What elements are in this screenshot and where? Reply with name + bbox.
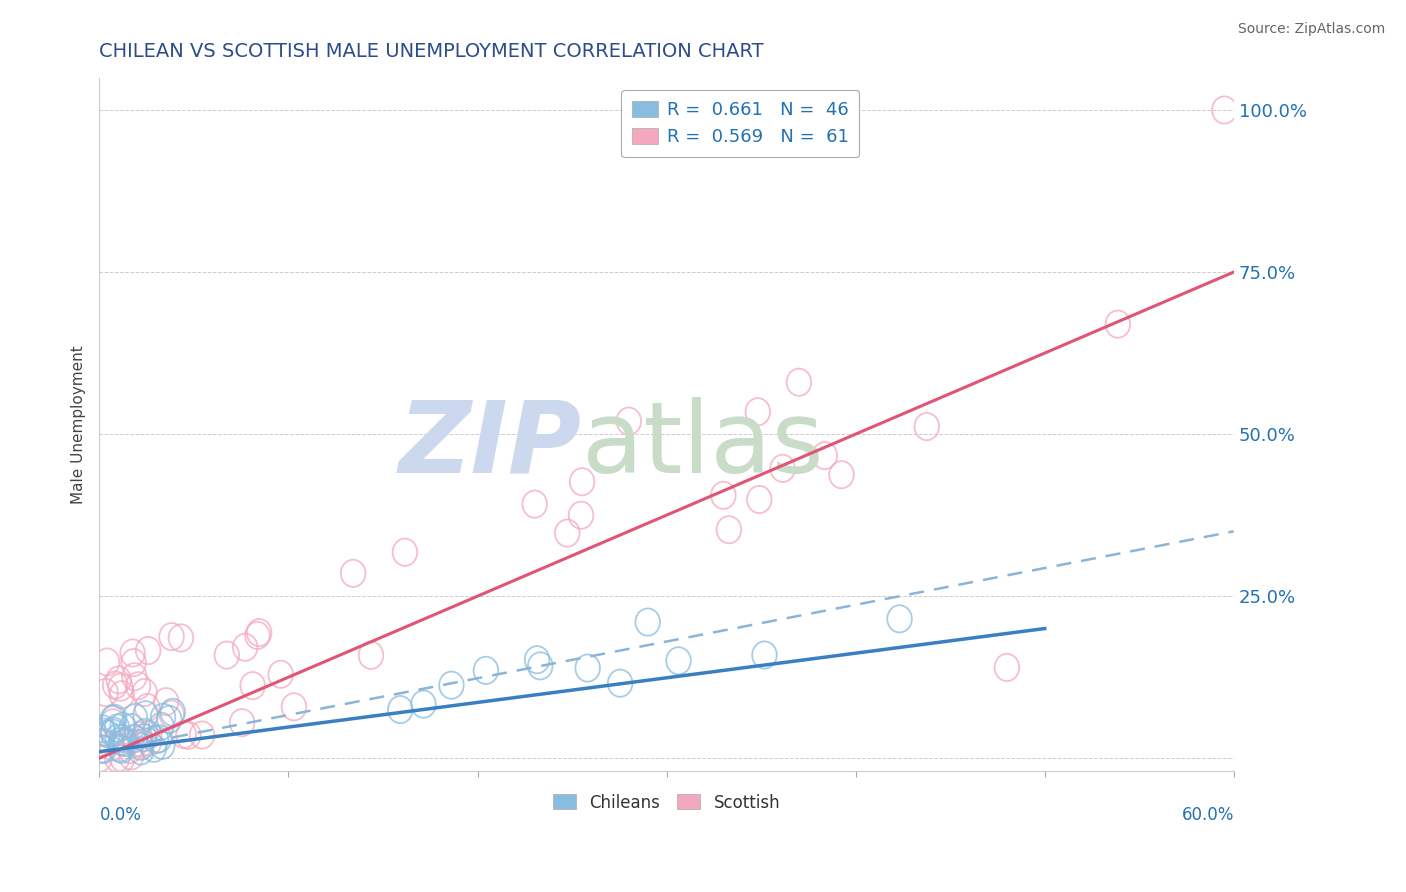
Text: Source: ZipAtlas.com: Source: ZipAtlas.com — [1237, 22, 1385, 37]
Text: atlas: atlas — [582, 397, 823, 493]
Text: ZIP: ZIP — [398, 397, 582, 493]
Text: 0.0%: 0.0% — [100, 805, 142, 824]
Text: CHILEAN VS SCOTTISH MALE UNEMPLOYMENT CORRELATION CHART: CHILEAN VS SCOTTISH MALE UNEMPLOYMENT CO… — [100, 42, 763, 61]
Legend: Chileans, Scottish: Chileans, Scottish — [546, 787, 787, 818]
Y-axis label: Male Unemployment: Male Unemployment — [72, 345, 86, 504]
Text: 60.0%: 60.0% — [1181, 805, 1234, 824]
